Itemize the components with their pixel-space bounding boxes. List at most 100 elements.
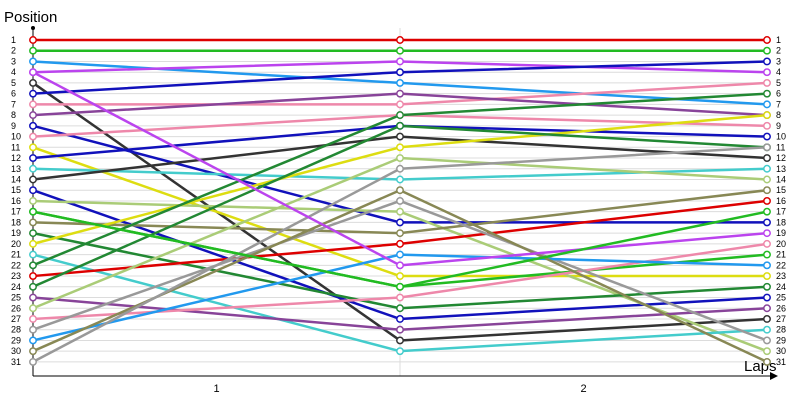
y-tick-label-left: 3 <box>11 56 16 66</box>
data-point <box>396 100 404 109</box>
y-tick-label-right: 30 <box>776 346 786 356</box>
y-tick-label-left: 27 <box>11 314 21 324</box>
y-tick-label-right: 28 <box>776 325 786 335</box>
data-point <box>763 164 771 173</box>
data-point <box>396 325 404 334</box>
data-point <box>396 261 404 270</box>
y-tick-label-right: 19 <box>776 228 786 238</box>
data-point <box>29 282 37 291</box>
data-point <box>29 68 37 77</box>
y-tick-label-right: 20 <box>776 239 786 249</box>
data-point <box>763 261 771 270</box>
data-point <box>29 218 37 227</box>
data-point <box>396 315 404 323</box>
y-tick-label-right: 8 <box>776 110 781 120</box>
y-tick-label-right: 7 <box>776 99 781 109</box>
data-point <box>763 282 771 291</box>
y-tick-label-left: 9 <box>11 121 16 131</box>
data-point <box>396 154 404 162</box>
data-point <box>396 78 404 87</box>
data-point <box>396 239 404 248</box>
y-tick-label-left: 4 <box>11 67 16 77</box>
data-point <box>763 304 771 313</box>
y-tick-label-left: 12 <box>11 153 21 163</box>
data-point <box>29 121 37 130</box>
data-point <box>396 36 404 44</box>
y-tick-label-left: 25 <box>11 293 21 303</box>
y-tick-label-right: 24 <box>776 282 786 292</box>
y-tick-label-right: 14 <box>776 174 786 184</box>
data-point <box>29 315 37 323</box>
data-point <box>396 207 404 216</box>
data-point <box>29 143 37 152</box>
data-point <box>29 164 37 173</box>
data-point <box>396 272 404 281</box>
data-point <box>763 229 771 238</box>
y-tick-label-right: 1 <box>776 35 781 45</box>
data-point <box>763 250 771 259</box>
data-point <box>763 132 771 141</box>
y-tick-label-right: 2 <box>776 46 781 56</box>
data-point <box>29 347 37 356</box>
data-point <box>763 154 771 162</box>
data-point <box>29 197 37 205</box>
data-point <box>396 282 404 291</box>
data-point <box>396 132 404 141</box>
data-point <box>396 218 404 227</box>
y-tick-label-right: 23 <box>776 271 786 281</box>
data-point <box>763 347 771 356</box>
data-point <box>29 207 37 216</box>
data-point <box>29 57 37 66</box>
data-point <box>763 186 771 195</box>
y-axis-arrow-icon <box>31 26 35 30</box>
y-tick-label-left: 8 <box>11 110 16 120</box>
y-tick-label-right: 6 <box>776 89 781 99</box>
y-tick-label-right: 11 <box>776 142 785 152</box>
x-axis-title: Laps <box>744 358 777 375</box>
y-tick-label-right: 3 <box>776 56 781 66</box>
data-point <box>396 46 404 55</box>
data-point <box>763 36 771 44</box>
data-point <box>29 46 37 55</box>
data-point <box>396 186 404 195</box>
data-point <box>763 175 771 184</box>
x-axis-arrow-icon <box>770 372 778 380</box>
y-tick-label-left: 10 <box>11 132 21 142</box>
data-point <box>29 357 37 366</box>
y-tick-label-left: 20 <box>11 239 21 249</box>
data-point <box>396 175 404 184</box>
y-tick-label-left: 28 <box>11 325 21 335</box>
y-tick-label-left: 30 <box>11 346 21 356</box>
y-tick-label-left: 29 <box>11 335 21 345</box>
data-point <box>29 229 37 238</box>
data-point <box>29 293 37 302</box>
data-point <box>29 89 37 98</box>
y-tick-label-right: 21 <box>776 250 786 260</box>
x-tick-label: 2 <box>580 383 586 395</box>
data-point <box>29 336 37 345</box>
y-tick-label-right: 25 <box>776 293 786 303</box>
y-tick-label-left: 21 <box>11 250 21 260</box>
data-point <box>763 272 771 281</box>
data-point <box>763 293 771 302</box>
data-point <box>396 250 404 259</box>
data-point <box>29 325 37 334</box>
data-point <box>763 325 771 334</box>
data-point <box>763 89 771 98</box>
y-tick-label-left: 22 <box>11 260 21 270</box>
data-point <box>763 68 771 77</box>
data-point <box>29 250 37 259</box>
y-tick-label-left: 13 <box>11 164 21 174</box>
y-tick-label-left: 16 <box>11 196 21 206</box>
y-tick-label-left: 15 <box>11 185 21 195</box>
y-tick-label-left: 7 <box>11 99 16 109</box>
y-tick-label-left: 26 <box>11 303 21 313</box>
data-point <box>396 304 404 313</box>
data-point <box>396 347 404 356</box>
y-tick-label-right: 17 <box>776 207 786 217</box>
data-point <box>29 272 37 281</box>
y-tick-label-right: 26 <box>776 303 786 313</box>
y-tick-label-left: 6 <box>11 89 16 99</box>
